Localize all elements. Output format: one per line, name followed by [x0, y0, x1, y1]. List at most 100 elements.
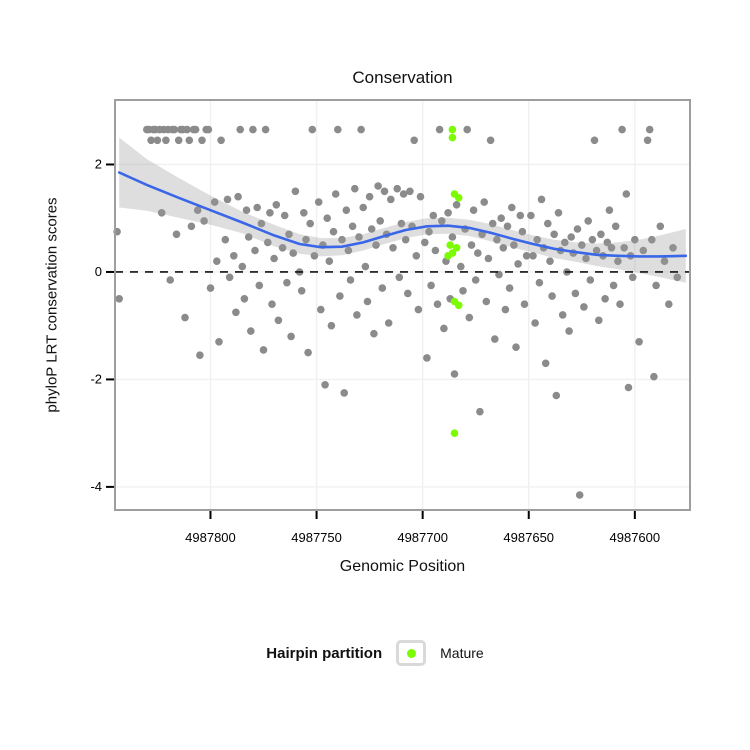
- scatter-point: [603, 238, 612, 247]
- scatter-point: [435, 125, 444, 134]
- x-tick-label: 4987750: [291, 530, 342, 545]
- scatter-point: [274, 316, 283, 325]
- scatter-point: [338, 235, 346, 244]
- scatter-point: [162, 136, 170, 145]
- scatter-point: [393, 184, 402, 193]
- legend-key: [396, 640, 427, 666]
- scatter-point: [601, 295, 609, 303]
- scatter-point: [457, 262, 465, 271]
- scatter-point: [514, 260, 522, 268]
- legend: Hairpin partition Mature: [0, 640, 750, 666]
- scatter-point: [631, 235, 639, 244]
- scatter-point: [304, 348, 312, 357]
- scatter-point-mature: [450, 429, 459, 438]
- scatter-point: [669, 244, 677, 252]
- scatter-point: [586, 276, 595, 284]
- scatter-point: [660, 257, 669, 265]
- scatter-point: [467, 241, 476, 249]
- y-tick-label: -4: [90, 479, 102, 494]
- scatter-point: [255, 281, 264, 290]
- scatter-point: [365, 192, 374, 201]
- scatter-point: [535, 278, 544, 287]
- scatter-point: [317, 305, 325, 314]
- scatter-point: [370, 329, 378, 338]
- scatter-point: [522, 252, 531, 260]
- scatter-point: [497, 214, 506, 222]
- scatter-point: [501, 305, 510, 314]
- scatter-point: [558, 311, 567, 319]
- scatter-point: [482, 297, 491, 306]
- scatter-point: [571, 289, 580, 298]
- scatter-point: [253, 203, 261, 212]
- scatter-point: [336, 292, 344, 300]
- scatter-point: [508, 203, 516, 212]
- scatter-point: [595, 316, 603, 325]
- scatter-point: [582, 254, 590, 263]
- scatter-point: [191, 125, 200, 134]
- scatter-point-mature: [454, 301, 463, 310]
- scatter-point: [204, 125, 213, 134]
- scatter-point: [469, 206, 478, 214]
- scatter-point: [249, 125, 257, 134]
- scatter-point: [465, 313, 474, 322]
- scatter-point: [554, 209, 563, 217]
- scatter-point: [635, 338, 643, 346]
- scatter-point: [438, 217, 446, 225]
- y-axis-title: phyloP LRT conservation scores: [43, 197, 61, 413]
- scatter-point: [359, 203, 368, 212]
- scatter-point: [573, 225, 582, 233]
- scatter-point: [376, 217, 385, 225]
- scatter-point: [433, 300, 442, 308]
- scatter-point: [423, 354, 431, 362]
- scatter-point: [342, 206, 351, 214]
- scatter-point: [527, 211, 535, 220]
- scatter-point: [645, 125, 654, 134]
- scatter-point: [357, 125, 365, 134]
- mature-point-icon: [406, 648, 416, 658]
- scatter-point: [518, 227, 527, 236]
- scatter-point: [575, 491, 584, 499]
- scatter-point: [624, 383, 633, 392]
- scatter-point: [183, 125, 191, 134]
- scatter-point: [484, 254, 493, 263]
- legend-title: Hairpin partition: [266, 644, 383, 662]
- scatter-point: [174, 136, 183, 145]
- scatter-point: [232, 308, 240, 317]
- scatter-point: [225, 273, 234, 282]
- scatter-point: [520, 300, 529, 308]
- scatter-point: [550, 230, 558, 239]
- scatter-point: [444, 209, 452, 217]
- scatter-point: [510, 241, 518, 249]
- scatter-point: [643, 136, 652, 145]
- scatter-point: [503, 222, 512, 231]
- scatter-point: [285, 230, 293, 239]
- x-tick-label: 4987650: [503, 530, 554, 545]
- scatter-point: [346, 276, 355, 284]
- scatter-point: [531, 319, 539, 327]
- scatter-point: [427, 281, 435, 290]
- scatter-point: [597, 230, 605, 239]
- scatter-point: [210, 198, 219, 206]
- scatter-point: [257, 219, 266, 228]
- scatter-point: [327, 321, 336, 330]
- scatter-point: [618, 125, 626, 134]
- scatter-point: [283, 278, 291, 287]
- scatter-point: [289, 249, 297, 257]
- scatter-point: [217, 136, 225, 145]
- scatter-point: [650, 372, 658, 381]
- scatter-point: [486, 136, 495, 145]
- scatter-point: [448, 233, 457, 241]
- scatter-point: [628, 273, 637, 282]
- scatter-point: [185, 136, 194, 145]
- scatter-point: [351, 184, 359, 193]
- scatter-point: [380, 187, 389, 196]
- scatter-point: [147, 136, 155, 145]
- scatter-point: [471, 276, 480, 284]
- scatter-point: [215, 338, 223, 346]
- scatter-point: [546, 257, 554, 265]
- scatter-point: [172, 230, 181, 239]
- scatter-point: [512, 343, 520, 351]
- scatter-point: [584, 217, 592, 225]
- scatter-point: [272, 201, 281, 209]
- scatter-point: [622, 190, 631, 198]
